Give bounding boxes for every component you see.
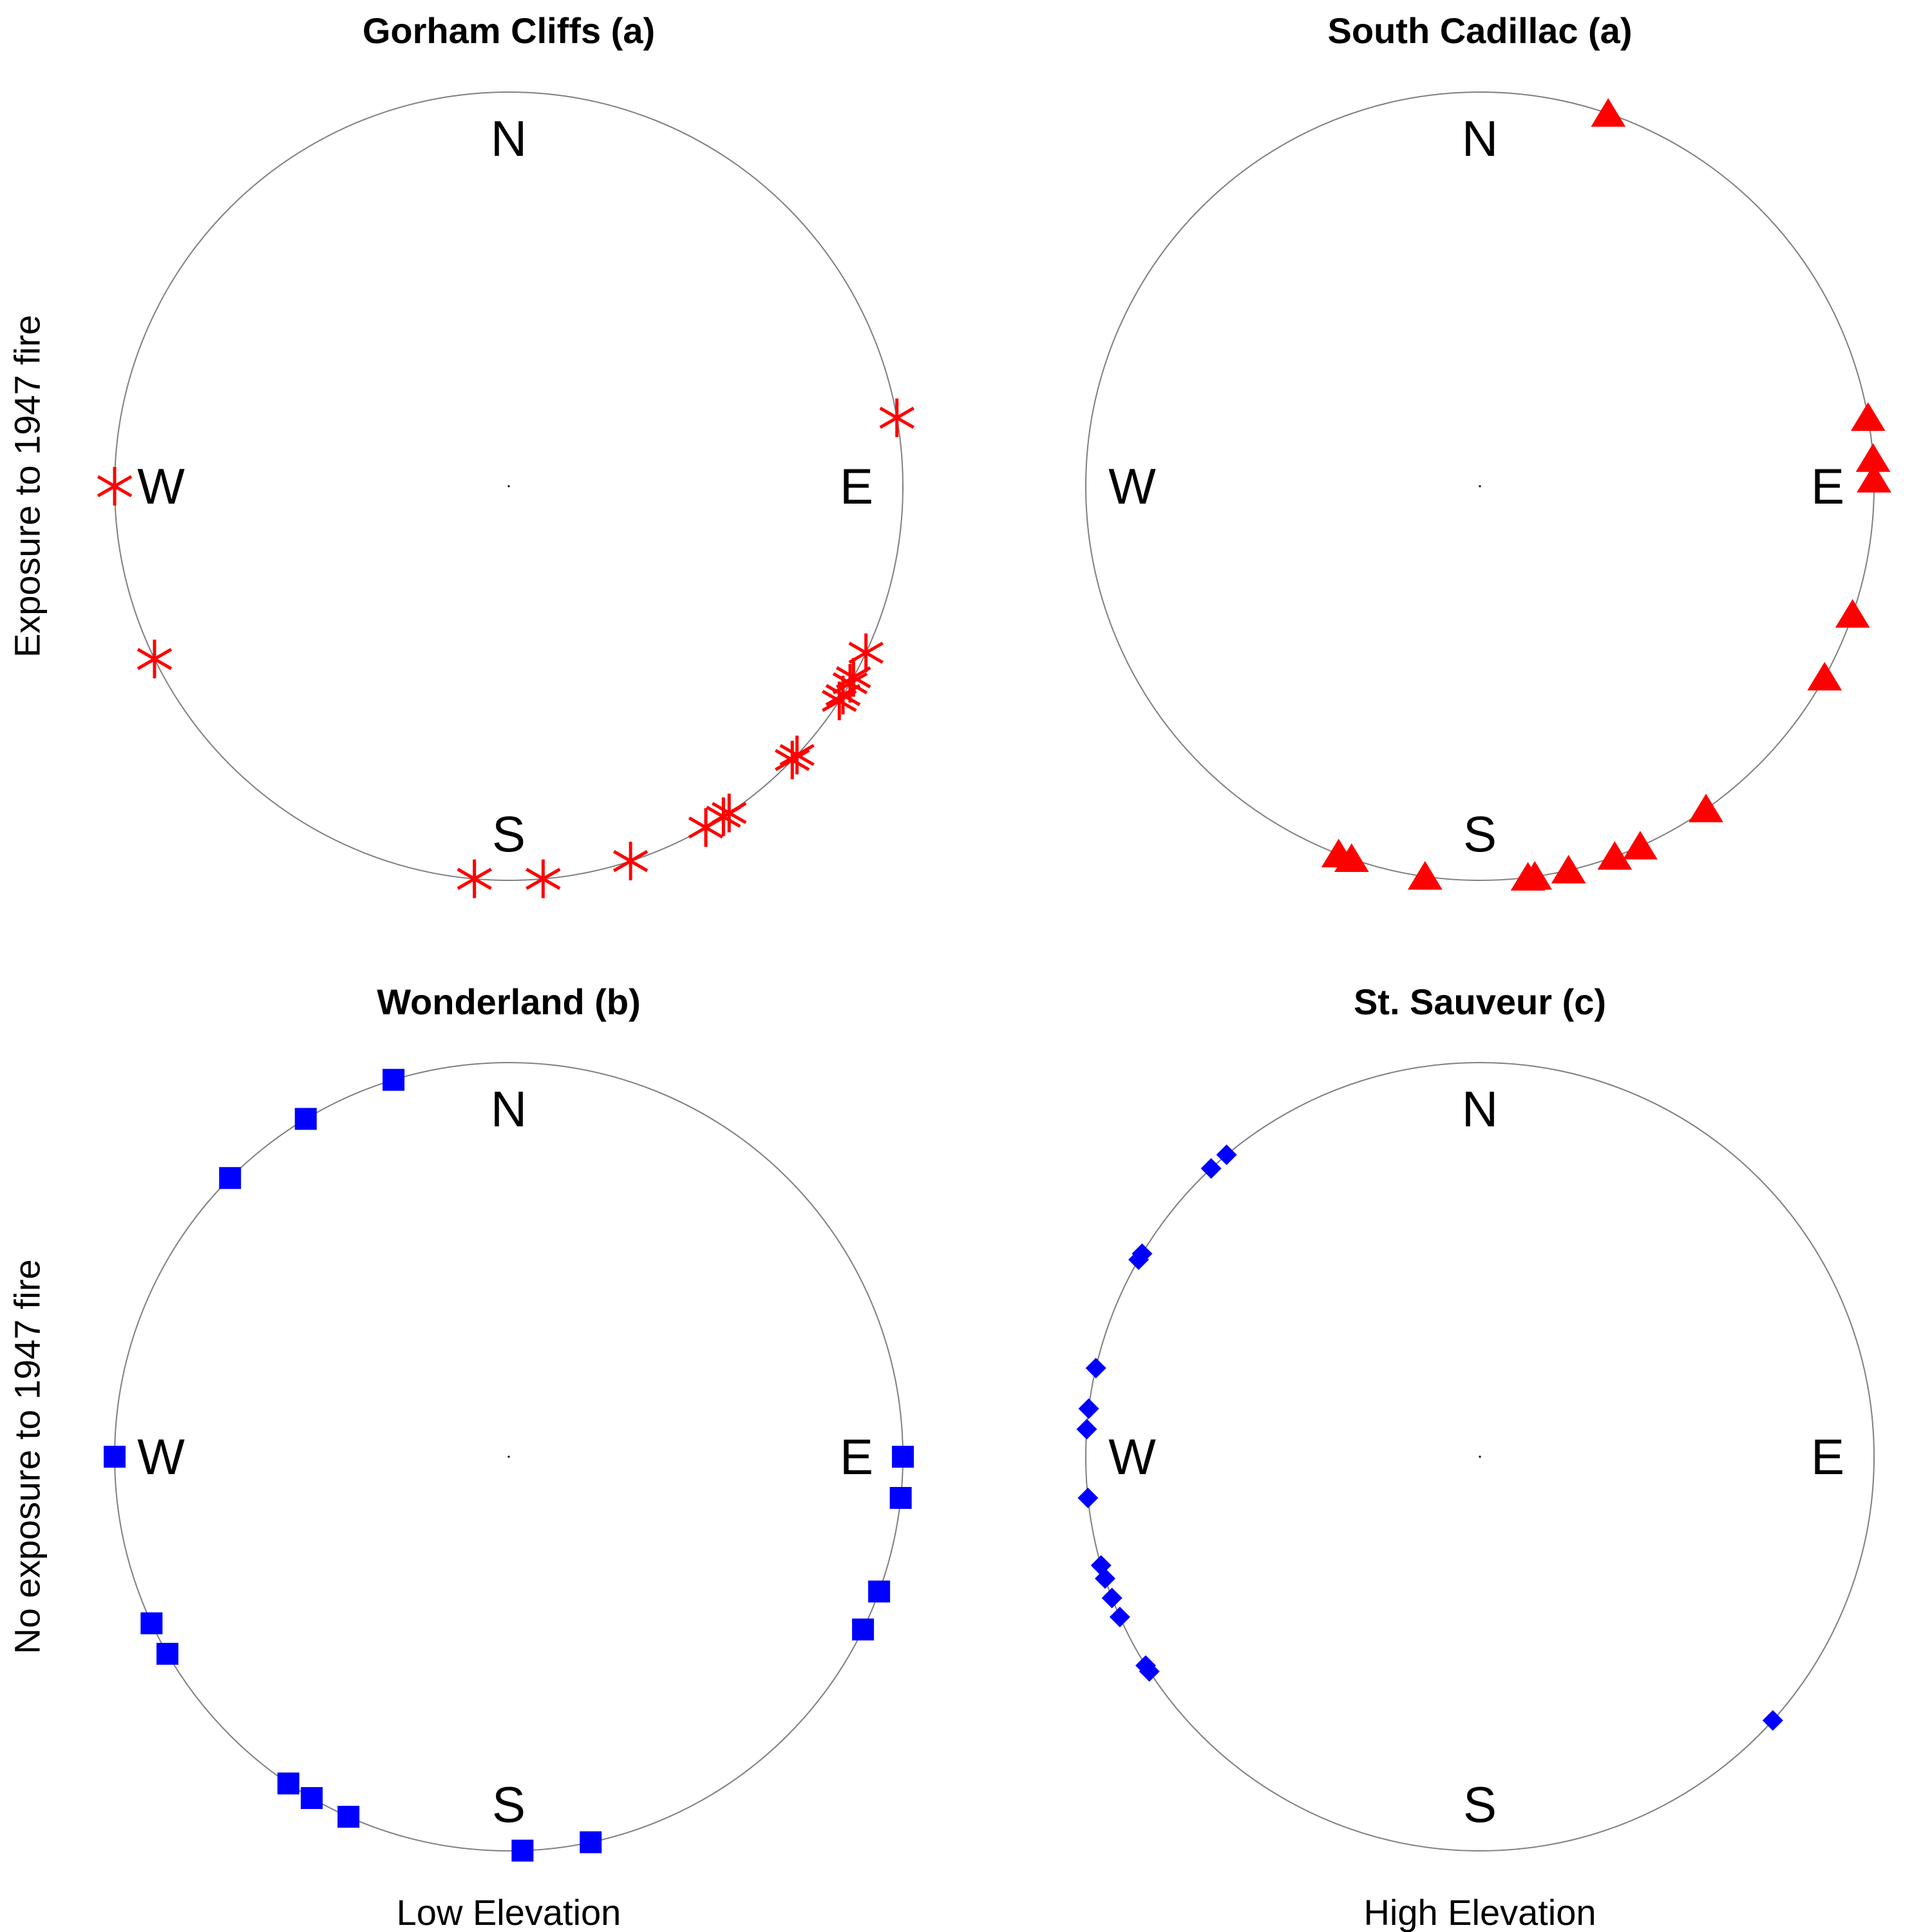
- diamond-marker-9: [1076, 1419, 1097, 1440]
- square-marker-15: [383, 1068, 405, 1091]
- square-marker-7: [337, 1806, 360, 1828]
- triangle-marker-4: [1857, 464, 1891, 493]
- compass-label-s: S: [492, 806, 526, 862]
- compass-label-n: N: [491, 110, 527, 167]
- triangle-marker-15: [1321, 838, 1356, 867]
- square-marker-11: [140, 1612, 163, 1634]
- compass-label-n: N: [1462, 110, 1498, 167]
- compass-label-n: N: [1462, 1081, 1498, 1137]
- diamond-marker-1: [1762, 1710, 1783, 1731]
- compass-label-n: N: [491, 1081, 527, 1137]
- asterisk-marker-12: [612, 842, 649, 881]
- asterisk-marker-16: [97, 467, 133, 506]
- marker-group: [104, 1068, 914, 1862]
- compass-panel-wonderland-b: Wonderland (b) N E S W: [104, 981, 914, 1862]
- row-label-1: Exposure to 1947 fire: [7, 315, 48, 658]
- compass-label-w: W: [137, 1428, 185, 1485]
- asterisk-marker-1: [879, 398, 914, 437]
- square-marker-3: [868, 1580, 891, 1603]
- triangle-marker-5: [1835, 599, 1870, 628]
- asterisk-marker-7: [779, 735, 815, 775]
- compass-circle: [1085, 1062, 1875, 1852]
- diamond-marker-8: [1077, 1487, 1099, 1508]
- square-marker-14: [294, 1108, 317, 1130]
- asterisk-marker-15: [137, 639, 173, 679]
- square-marker-4: [852, 1618, 875, 1641]
- square-marker-10: [156, 1643, 178, 1665]
- diamond-marker-5: [1101, 1587, 1122, 1609]
- asterisk-marker-6: [822, 681, 857, 721]
- triangle-marker-1: [1591, 98, 1626, 127]
- diamond-marker-13: [1132, 1243, 1153, 1264]
- asterisk-marker-14: [457, 859, 492, 898]
- compass-label-w: W: [1108, 458, 1156, 515]
- compass-label-w: W: [137, 458, 185, 515]
- compass-label-s: S: [1463, 806, 1497, 862]
- asterisk-marker-5: [825, 676, 861, 715]
- center-dot: [1479, 485, 1481, 488]
- triangle-marker-3: [1855, 443, 1891, 472]
- square-marker-1: [892, 1446, 914, 1468]
- center-dot: [507, 485, 510, 488]
- diamond-marker-14: [1200, 1158, 1222, 1179]
- triangle-marker-13: [1407, 861, 1443, 890]
- asterisk-marker-13: [526, 859, 561, 898]
- compass-label-s: S: [492, 1776, 526, 1833]
- panel-title: St. Sauveur (c): [1354, 981, 1606, 1022]
- panel-title: Wonderland (b): [377, 981, 641, 1022]
- compass-panel-st-sauveur-c: St. Sauveur (c) N E S W: [1076, 981, 1875, 1852]
- center-dot: [507, 1455, 510, 1458]
- compass-label-e: E: [840, 458, 873, 515]
- column-label-1: Low Elevation: [397, 1892, 621, 1932]
- diamond-marker-11: [1085, 1358, 1106, 1379]
- square-marker-6: [511, 1839, 534, 1862]
- diamond-marker-3: [1135, 1655, 1156, 1676]
- panel-title: Gorham Cliffs (a): [363, 10, 655, 51]
- center-dot: [1479, 1455, 1481, 1458]
- triangle-marker-9: [1597, 841, 1633, 870]
- triangle-marker-10: [1551, 855, 1586, 884]
- compass-label-e: E: [840, 1428, 873, 1485]
- asterisk-marker-11: [688, 808, 724, 848]
- compass-label-e: E: [1811, 1428, 1844, 1485]
- square-marker-12: [104, 1446, 126, 1468]
- marker-group: [1076, 1144, 1783, 1731]
- square-marker-9: [301, 1787, 323, 1810]
- asterisk-marker-8: [775, 741, 810, 780]
- compass-panel-south-cadillac-a: South Cadillac (a) N E S W: [1085, 10, 1891, 891]
- square-marker-8: [277, 1772, 299, 1795]
- compass-panel-gorham-cliffs-a: Gorham Cliffs (a) N E S W: [97, 10, 914, 898]
- triangle-marker-12: [1510, 862, 1546, 891]
- row-label-2: No exposure to 1947 fire: [7, 1259, 48, 1654]
- compass-label-w: W: [1108, 1428, 1156, 1485]
- column-label-2: High Elevation: [1363, 1892, 1596, 1932]
- square-marker-5: [580, 1831, 602, 1853]
- triangle-marker-2: [1850, 402, 1886, 431]
- square-marker-13: [219, 1167, 242, 1189]
- triangle-marker-8: [1623, 831, 1658, 860]
- diamond-marker-4: [1109, 1606, 1130, 1627]
- diamond-marker-15: [1216, 1144, 1237, 1166]
- diamond-marker-10: [1078, 1398, 1099, 1419]
- marker-group: [97, 398, 914, 898]
- compass-label-s: S: [1463, 1776, 1497, 1833]
- square-marker-2: [889, 1486, 912, 1509]
- triangle-marker-7: [1689, 793, 1723, 822]
- marker-group: [1321, 98, 1891, 891]
- compass-label-e: E: [1811, 458, 1844, 515]
- diamond-marker-7: [1090, 1555, 1112, 1576]
- triangle-marker-6: [1807, 661, 1842, 691]
- panel-title: South Cadillac (a): [1328, 10, 1633, 51]
